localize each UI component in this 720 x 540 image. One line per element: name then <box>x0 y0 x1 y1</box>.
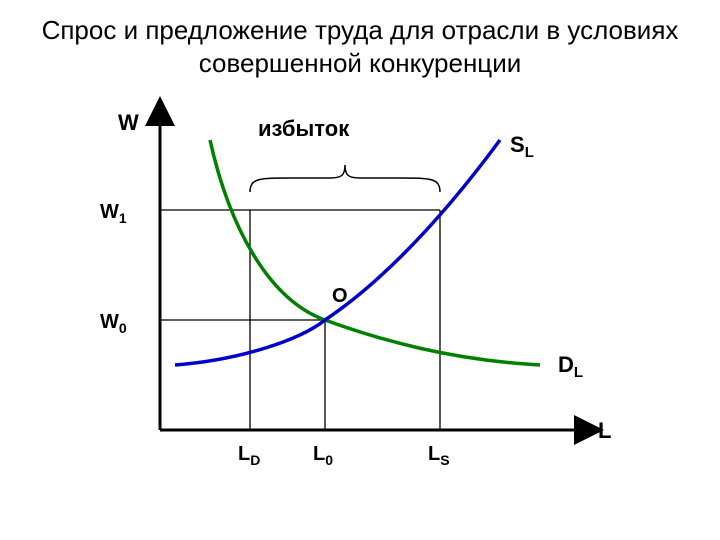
surplus-label: избыток <box>258 116 350 141</box>
economics-chart: W L W1 W0 LD L0 LS O SL DL избыток <box>0 0 720 540</box>
demand-curve <box>210 140 540 365</box>
supply-label: SL <box>510 132 534 161</box>
w1-label: W1 <box>100 201 127 226</box>
l0-label: L0 <box>313 443 333 468</box>
supply-curve <box>175 140 500 365</box>
ls-label: LS <box>428 443 450 468</box>
w0-label: W0 <box>100 311 127 336</box>
ld-label: LD <box>238 443 260 468</box>
slide: Спрос и предложение труда для отрасли в … <box>0 0 720 540</box>
y-axis-label: W <box>118 110 139 135</box>
demand-label: DL <box>558 352 583 381</box>
x-axis-label: L <box>598 418 611 443</box>
equilibrium-label: O <box>332 285 348 307</box>
surplus-brace <box>250 165 440 192</box>
